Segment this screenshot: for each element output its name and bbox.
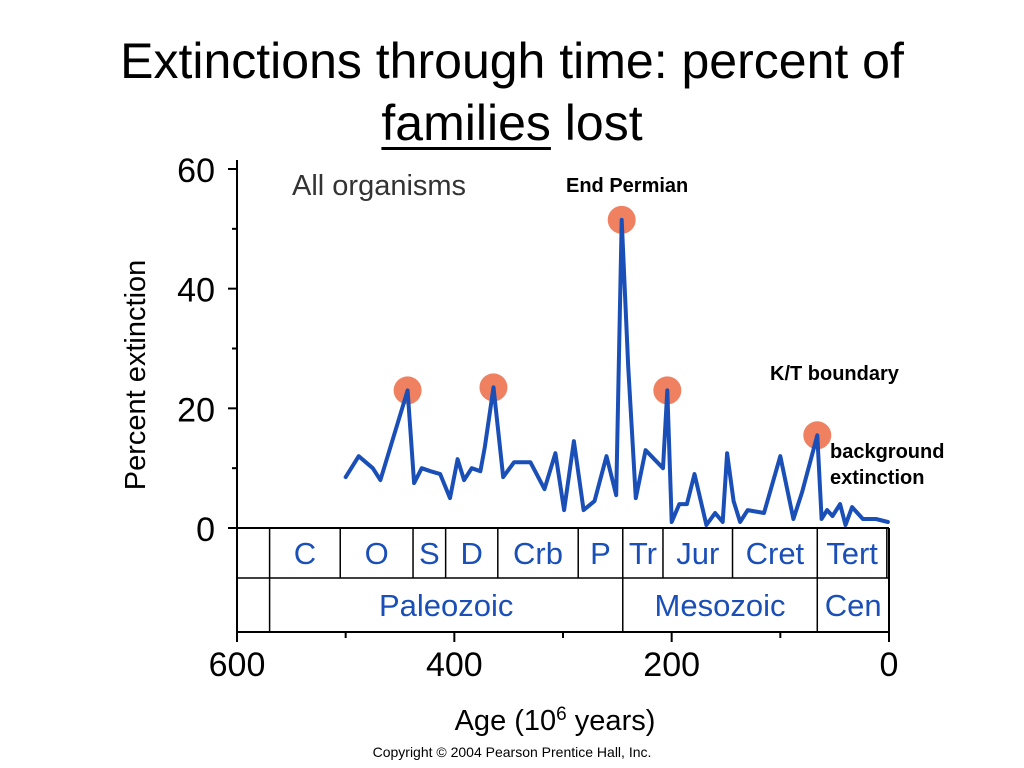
title-line-1: Extinctions through time: percent of <box>120 33 904 89</box>
y-tick-label: 60 <box>177 152 215 190</box>
period-band-label: Cret <box>746 536 805 571</box>
event-markers <box>393 205 832 450</box>
annotation-end-permian: End Permian <box>566 175 688 197</box>
x-axis-label-suffix: years) <box>567 705 656 737</box>
y-tick-label: 20 <box>177 391 215 429</box>
axis-ticks: 0 20 40 60 600 400 200 0 <box>177 152 898 684</box>
x-axis-label-superscript: 6 <box>556 704 567 725</box>
chart-title: All organisms <box>292 170 466 202</box>
geologic-time-bands: C O S D Crb P Tr Jur Cret Tert Paleozoic Mesozoic Ce… <box>268 528 888 632</box>
period-band-label: Tr <box>629 536 657 571</box>
period-band-label: P <box>590 536 611 571</box>
annotation-background-extinction: background extinction <box>830 441 944 489</box>
annotation-background-extinction-line: extinction <box>830 467 924 489</box>
y-axis-label: Percent extinction <box>120 260 152 491</box>
x-axis-label: Age (106 years) <box>455 704 656 738</box>
period-band-label: O <box>365 536 389 571</box>
period-band-label: Tert <box>826 536 878 571</box>
x-tick-label: 400 <box>426 646 483 684</box>
period-band-label: S <box>419 536 440 571</box>
y-tick-label: 0 <box>196 511 215 549</box>
title-underlined-word: families <box>381 95 551 151</box>
era-band-label: Paleozoic <box>379 588 513 623</box>
slide-title: Extinctions through time: percent of fam… <box>0 30 1024 154</box>
period-band-label: D <box>461 536 483 571</box>
copyright-notice: Copyright © 2004 Pearson Prentice Hall, … <box>372 744 652 760</box>
era-band-label: Mesozoic <box>655 588 786 623</box>
x-tick-label: 200 <box>643 646 700 684</box>
x-axis-label-base: Age (10 <box>455 705 557 737</box>
title-rest: lost <box>550 95 643 151</box>
period-band-label: C <box>294 536 316 571</box>
x-tick-label: 0 <box>880 646 899 684</box>
annotation-background-extinction-line: background <box>830 441 944 463</box>
series-line <box>343 217 890 527</box>
era-band-label: Cen <box>825 588 882 623</box>
annotation-kt-boundary: K/T boundary <box>770 363 900 385</box>
x-tick-label: 600 <box>209 646 266 684</box>
period-band-label: Crb <box>513 536 563 571</box>
period-band-label: Jur <box>676 536 719 571</box>
y-tick-label: 40 <box>177 272 215 310</box>
